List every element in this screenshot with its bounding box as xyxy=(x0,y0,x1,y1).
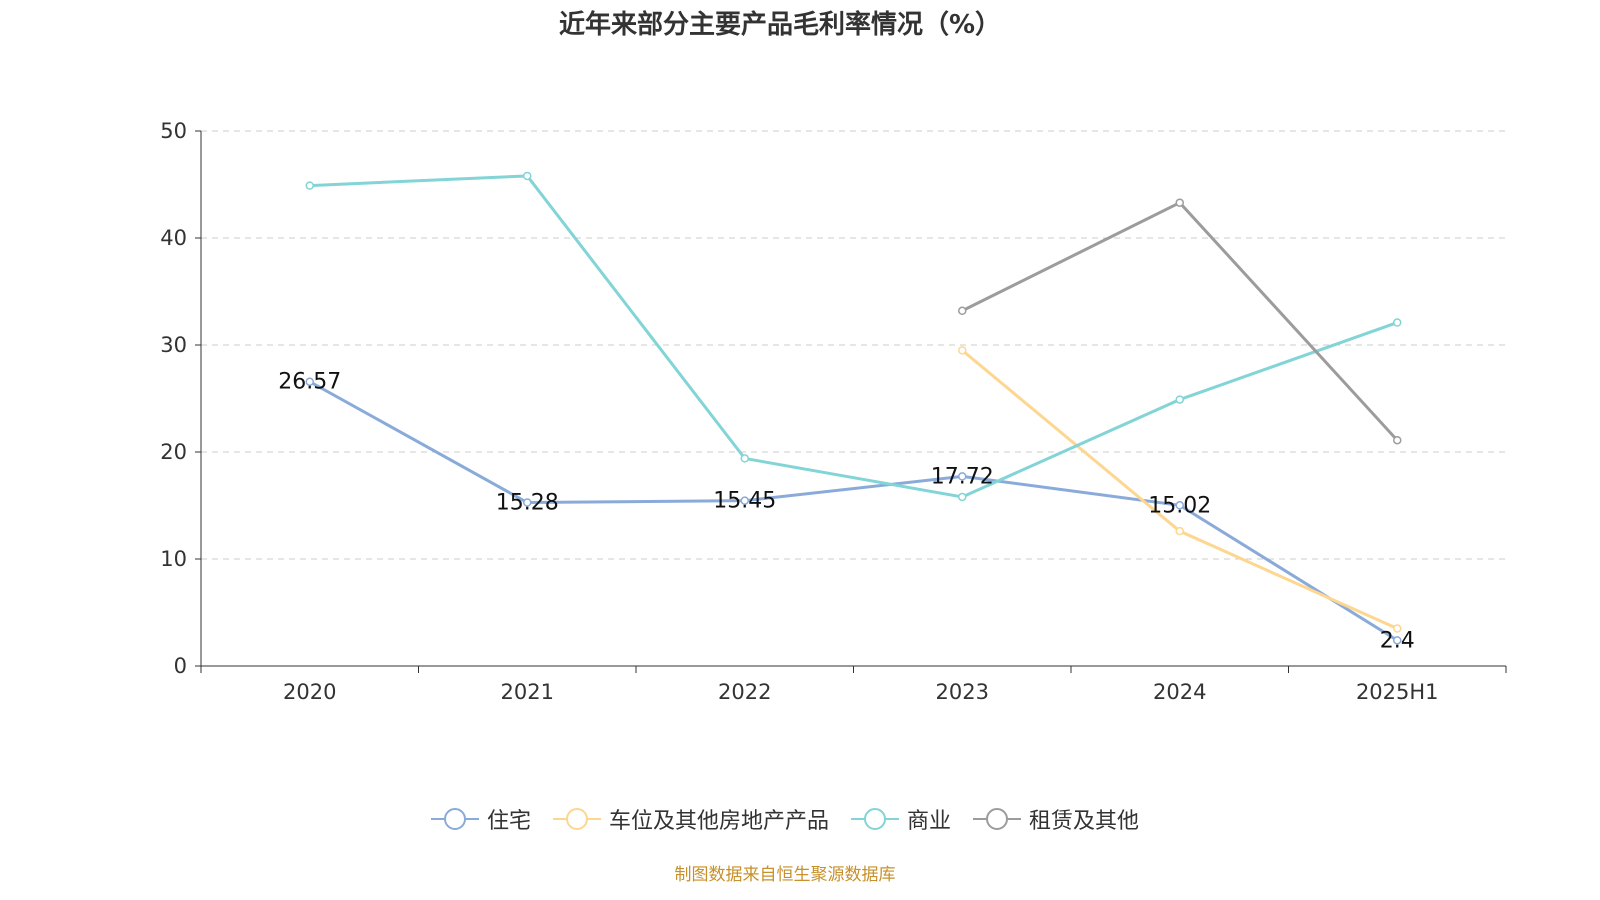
data-point xyxy=(1393,624,1402,633)
legend-marker-icon xyxy=(973,808,1022,830)
data-point xyxy=(740,496,749,505)
legend-item[interactable]: 车位及其他房地产产品 xyxy=(552,803,829,835)
chart-title: 近年来部分主要产品毛利率情况（%） xyxy=(558,10,1002,40)
legend-label: 住宅 xyxy=(486,809,531,834)
data-point xyxy=(1175,501,1184,510)
y-tick-label: 30 xyxy=(160,333,187,357)
data-point xyxy=(523,498,532,507)
series-line xyxy=(961,349,1398,630)
y-tick-label: 50 xyxy=(160,119,187,143)
series-line xyxy=(309,380,1399,642)
data-label: 2.4 xyxy=(1380,628,1415,653)
data-point xyxy=(1175,198,1184,207)
x-tick-label: 2022 xyxy=(718,680,771,704)
data-label: 15.28 xyxy=(496,491,559,516)
data-point xyxy=(305,377,314,386)
legend-item[interactable]: 住宅 xyxy=(430,803,531,835)
x-tick-label: 2024 xyxy=(1153,680,1206,704)
y-tick-label: 10 xyxy=(160,547,187,571)
series-1 xyxy=(958,346,1402,633)
data-point xyxy=(1175,526,1184,536)
y-tick-label: 20 xyxy=(160,440,187,464)
legend: 住宅 车位及其他房地产产品 商业 租赁及其他 xyxy=(0,803,1570,835)
y-tick-label: 0 xyxy=(174,654,187,678)
data-point xyxy=(958,492,967,502)
y-tick-label: 40 xyxy=(160,226,187,250)
series-2 xyxy=(305,171,1402,502)
source-note: 制图数据来自恒生聚源数据库 xyxy=(674,865,896,885)
x-tick-label: 2023 xyxy=(936,680,989,704)
data-point xyxy=(523,171,532,181)
series-line xyxy=(309,174,1398,499)
legend-label: 车位及其他房地产产品 xyxy=(608,809,829,834)
data-point xyxy=(740,454,749,463)
data-label: 15.02 xyxy=(1148,493,1211,518)
data-point xyxy=(305,181,314,190)
legend-label: 商业 xyxy=(907,809,952,834)
data-label: 15.45 xyxy=(713,489,776,514)
data-point xyxy=(1393,636,1402,645)
x-tick-label: 2020 xyxy=(283,680,336,704)
x-tick-label: 2021 xyxy=(501,680,554,704)
legend-marker-icon xyxy=(851,808,899,830)
data-point xyxy=(1175,395,1184,404)
data-label: 26.57 xyxy=(278,370,341,395)
data-point xyxy=(1393,318,1402,327)
legend-label: 租赁及其他 xyxy=(1029,809,1140,834)
data-point xyxy=(958,472,967,481)
data-point xyxy=(958,306,967,316)
series-3 xyxy=(958,198,1402,445)
data-label: 17.72 xyxy=(931,464,994,489)
legend-marker-icon xyxy=(430,808,479,830)
legend-marker-icon xyxy=(552,808,601,830)
legend-item[interactable]: 租赁及其他 xyxy=(973,803,1139,835)
x-tick-label: 2025H1 xyxy=(1356,680,1439,704)
data-point xyxy=(958,346,967,355)
legend-item[interactable]: 商业 xyxy=(851,803,951,835)
series-0 xyxy=(305,377,1402,645)
data-point xyxy=(1393,435,1402,445)
